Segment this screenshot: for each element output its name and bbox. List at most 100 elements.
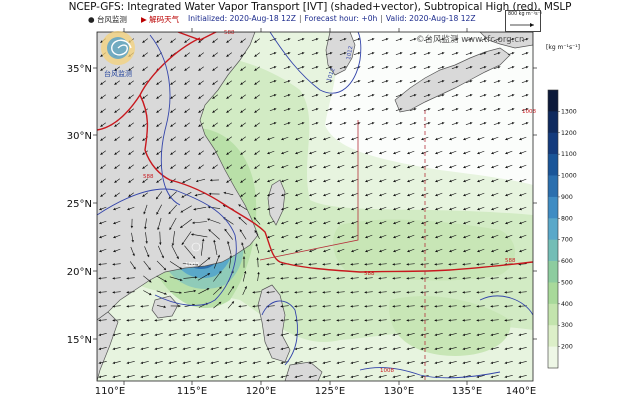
run-info: Initialized: 2020-Aug-18 12Z | Forecast ho… <box>188 14 476 23</box>
ivt-vector-head <box>343 66 347 69</box>
ivt-vector-head <box>196 333 200 337</box>
ivt-vector-head <box>337 137 340 141</box>
ivt-vector-head <box>505 179 508 183</box>
ivt-vector-head <box>112 333 116 337</box>
ivt-vector-head <box>322 291 325 294</box>
ivt-vector-head <box>170 166 173 169</box>
ivt-vector-head <box>198 138 201 141</box>
ivt-vector-head <box>309 207 312 211</box>
ivt-vector-head <box>463 249 466 253</box>
ivt-vector-head <box>385 108 389 111</box>
ivt-vector-head <box>371 94 375 97</box>
ivt-vector-head <box>329 52 333 55</box>
ivt-vector-head <box>308 291 311 294</box>
ivt-vector-head <box>491 249 494 253</box>
ivt-vector-head <box>364 333 368 337</box>
lon-label: 135°E <box>452 386 482 397</box>
ivt-vector-head <box>254 68 257 71</box>
ivt-vector-head <box>483 66 487 69</box>
ivt-vector-head <box>505 207 508 211</box>
ivt-vector-head <box>142 40 145 43</box>
ivt-vector-head <box>392 305 395 308</box>
ivt-vector-head <box>157 227 160 230</box>
ivt-vector-head <box>421 235 424 239</box>
ivt-vector-head <box>281 249 284 253</box>
ivt-vector-head <box>413 52 417 55</box>
ivt-vector-head <box>441 108 445 111</box>
ivt-vector-head <box>267 151 270 155</box>
ivt-vector-head <box>229 255 233 258</box>
ivt-vector-head <box>385 66 389 69</box>
contour-label: 588 <box>143 174 154 180</box>
ivt-vector-head <box>212 166 215 169</box>
ivt-vector-head <box>463 207 466 211</box>
colorbar-tick-label: 1000 <box>561 173 577 180</box>
ivt-vector-head <box>350 375 354 379</box>
ivt-vector-head <box>483 108 487 111</box>
ivt-vector-head <box>184 68 187 71</box>
ivt-vector-head <box>156 166 159 169</box>
ivt-vector-head <box>212 96 215 99</box>
ivt-vector-head <box>154 319 157 322</box>
mslp-isobars <box>97 32 533 379</box>
ivt-vector-head <box>511 66 515 69</box>
colorbar-swatch <box>548 218 558 240</box>
ivt-vector <box>191 233 208 238</box>
ivt-vector-head <box>224 228 227 232</box>
ivt-vector-head <box>168 196 172 199</box>
ivt-vector-head <box>441 94 445 97</box>
ivt-vector-head <box>112 375 116 379</box>
ivt-vector-head <box>309 151 312 155</box>
isobar-east-loop <box>479 295 533 316</box>
ivt-vector-head <box>193 207 196 211</box>
ivt-vector-head <box>168 361 172 365</box>
ivt-vector-head <box>100 96 103 99</box>
ivt-vector-head <box>393 137 396 141</box>
ivt-vector-head <box>266 263 269 266</box>
ivt-vector-head <box>100 82 103 85</box>
ivt-vector-head <box>379 221 382 225</box>
logo-text: 台风监测 <box>104 69 132 78</box>
ivt-vector-head <box>463 235 466 239</box>
ivt-vector-head <box>525 94 529 97</box>
ivt-vector-head <box>112 277 115 280</box>
ivt-vector-head <box>490 319 493 322</box>
initialized-time: Initialized: 2020-Aug-18 12Z <box>188 14 296 23</box>
ivt-vector-head <box>267 165 270 169</box>
ivt-vector-head <box>518 277 521 280</box>
ivt-vector-head <box>477 137 480 141</box>
ivt-vector-head <box>113 235 116 239</box>
ivt-vector-head <box>336 305 339 308</box>
ivt-vector-head <box>254 96 257 99</box>
ivt-vector-head <box>435 207 438 211</box>
ivt-vector-head <box>406 375 410 379</box>
ivt-vector-head <box>98 263 101 266</box>
ivt-vector-head <box>254 180 257 183</box>
ivt-vector-head <box>240 194 243 197</box>
ivt-vector-head <box>126 333 130 337</box>
ivt-vector-head <box>142 138 145 141</box>
ivt-vector-head <box>455 94 459 97</box>
ivt-vector-head <box>142 124 145 127</box>
ivt-vector-head <box>154 333 158 337</box>
ivt-vector-head <box>130 225 134 229</box>
ivt-vector-head <box>420 361 424 365</box>
ivt-vector-head <box>497 38 501 41</box>
ivt-vector-head <box>142 194 145 197</box>
ivt-vector-head <box>385 94 389 97</box>
ivt-vector-head <box>392 319 395 322</box>
colorbar-unit: [kg m⁻¹s⁻¹] <box>546 44 580 51</box>
ivt-vector-head <box>462 305 465 308</box>
contour-label: 588 <box>505 258 516 264</box>
contour-588-north <box>139 32 533 273</box>
ivt-vector-head <box>224 319 227 322</box>
ivt-vector-head <box>477 179 480 183</box>
ivt-vector <box>208 229 220 240</box>
subtropical-high-contours <box>97 32 533 273</box>
ivt-vector-head <box>385 80 389 83</box>
ivt-vector-head <box>156 54 159 57</box>
ivt-vector-head <box>435 235 438 239</box>
ivt-vector-head <box>462 263 465 266</box>
ivt-vector-head <box>392 333 396 337</box>
ivt-vector-head <box>98 347 102 351</box>
